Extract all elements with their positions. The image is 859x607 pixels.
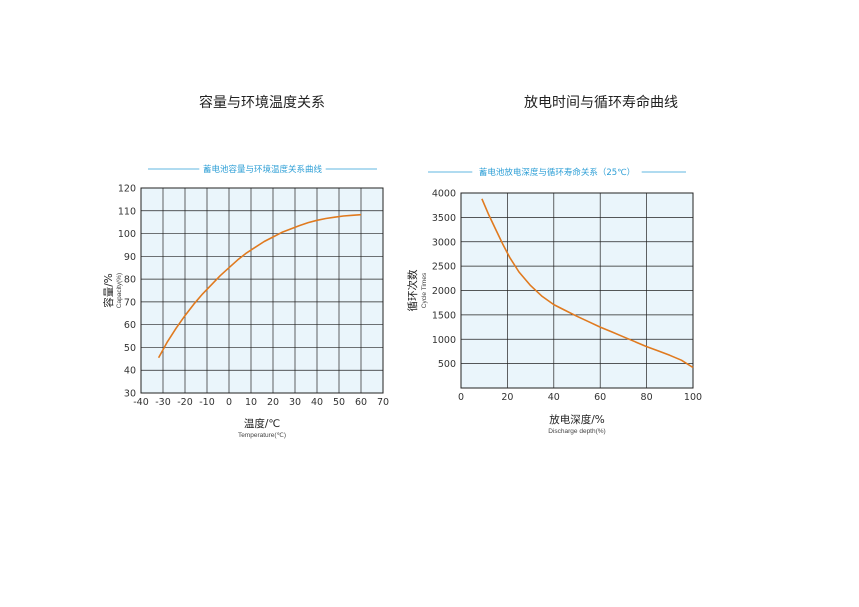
temp-x-tick-label: 10 <box>245 397 257 408</box>
temp-y-tick-label: 80 <box>124 275 136 286</box>
temp-x-tick-label: 50 <box>333 397 345 408</box>
temp-x-tick-label: 60 <box>355 397 367 408</box>
cycle-x-tick-label: 80 <box>641 392 653 403</box>
temp-x-axis-label-en: Temperature(℃) <box>238 432 286 439</box>
cycle-x-tick-label: 40 <box>548 392 560 403</box>
temp-y-tick-label: 120 <box>118 184 136 195</box>
cycle-y-tick-label: 1000 <box>432 335 456 346</box>
temp-y-tick-label: 90 <box>124 252 136 263</box>
temp-series-line <box>157 213 362 359</box>
temp-x-tick-label: -10 <box>199 397 215 408</box>
cycle-x-tick-label: 20 <box>501 392 513 403</box>
temp-y-tick-label: 40 <box>124 366 136 377</box>
cycle-y-axis-label: 循环次数 <box>406 269 419 311</box>
temp-x-tick-label: 30 <box>289 397 301 408</box>
cycle-y-tick-label: 4000 <box>432 189 456 200</box>
cycle-series-line <box>481 198 694 369</box>
temp-y-tick-label: 110 <box>118 206 136 217</box>
cycle-y-axis-label-en: Cycle Times <box>421 272 428 308</box>
cycle-y-tick-label: 3000 <box>432 237 456 248</box>
temp-x-tick-label: 70 <box>377 397 389 408</box>
temp-y-tick-label: 50 <box>124 343 136 354</box>
chart-heading-right: 放电时间与循环寿命曲线 <box>524 95 678 111</box>
cycle-x-tick-label: 0 <box>458 392 464 403</box>
temp-x-tick-label: 40 <box>311 397 323 408</box>
temp-y-tick-label: 30 <box>124 389 136 400</box>
cycle-y-tick-label: 2000 <box>432 286 456 297</box>
temp-plot-area <box>140 187 384 394</box>
temp-x-tick-label: 20 <box>267 397 279 408</box>
temp-y-tick-label: 60 <box>124 320 136 331</box>
cycle-y-tick-label: 2500 <box>432 262 456 273</box>
temp-x-tick-label: -30 <box>155 397 171 408</box>
chart-heading-left: 容量与环境温度关系 <box>199 95 325 111</box>
cycle-chart-title: 蓄电池放电深度与循环寿命关系（25℃） <box>479 167 635 178</box>
temp-x-axis-label: 温度/℃ <box>244 417 280 430</box>
cycle-x-tick-label: 60 <box>594 392 606 403</box>
cycle-y-tick-label: 3500 <box>432 213 456 224</box>
temp-x-tick-label: -40 <box>133 397 149 408</box>
temp-chart-title: 蓄电池容量与环境温度关系曲线 <box>203 164 323 175</box>
cycle-x-axis-label-en: Discharge depth(%) <box>548 428 605 435</box>
temp-x-tick-label: -20 <box>177 397 193 408</box>
cycle-y-tick-label: 500 <box>438 359 456 370</box>
temp-y-tick-label: 100 <box>118 229 136 240</box>
temp-y-axis-label-en: Capacity(%) <box>116 273 123 308</box>
temp-y-tick-label: 70 <box>124 297 136 308</box>
cycle-x-axis-label: 放电深度/% <box>549 413 605 426</box>
cycle-y-tick-label: 1500 <box>432 310 456 321</box>
temp-x-tick-label: 0 <box>226 397 232 408</box>
temp-y-axis-label: 容量/% <box>102 273 115 308</box>
cycle-x-tick-label: 100 <box>684 392 702 403</box>
